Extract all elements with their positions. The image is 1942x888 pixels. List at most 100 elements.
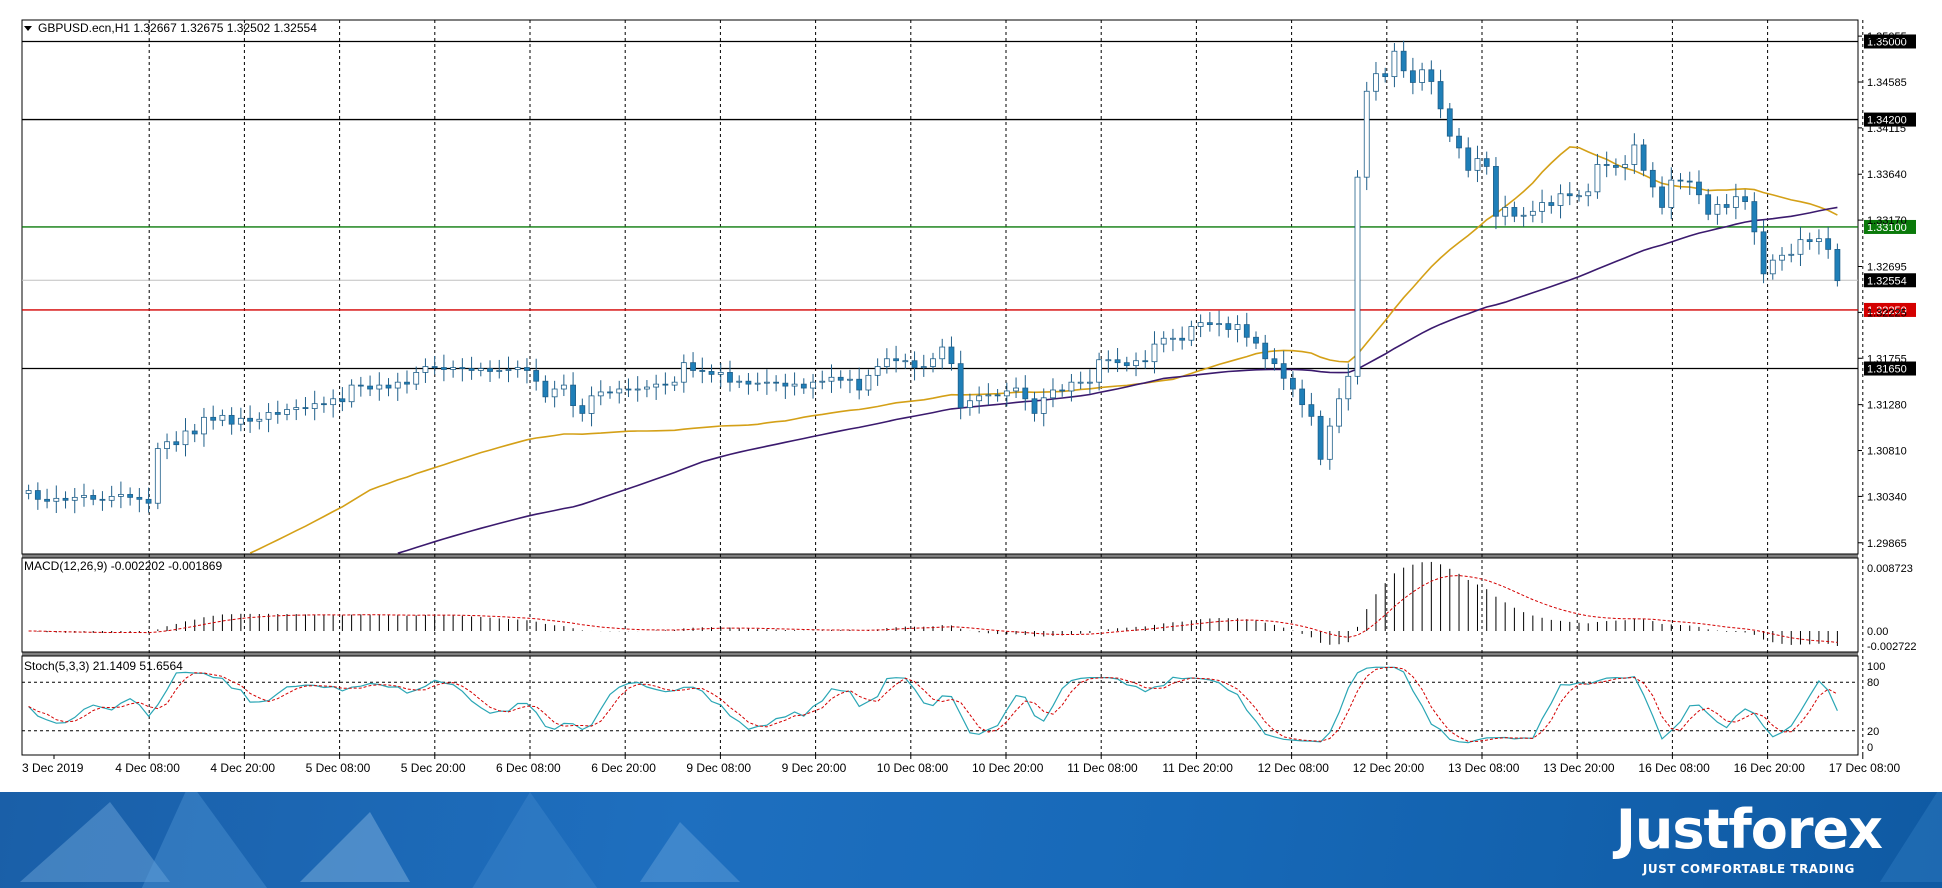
candle-body	[1742, 196, 1749, 202]
candle-body	[1825, 238, 1832, 250]
time-label: 10 Dec 20:00	[972, 761, 1044, 775]
candle-body	[800, 383, 807, 389]
candle-body	[939, 346, 946, 360]
candle-body	[487, 368, 493, 372]
candle-body	[1363, 90, 1370, 178]
pane-frame	[21, 557, 1859, 653]
candle-body	[404, 381, 410, 385]
candle-body	[763, 381, 770, 384]
candle-body	[1040, 397, 1047, 414]
candle-body	[847, 378, 853, 381]
macd-tick-label: 0.008723	[1867, 563, 1913, 575]
candle-body	[1760, 231, 1767, 275]
candle-body	[1262, 342, 1269, 360]
candle-body	[90, 495, 97, 500]
candle-body	[34, 490, 41, 500]
candle-body	[468, 368, 475, 371]
candle-body	[154, 448, 161, 504]
candle-body	[1308, 404, 1315, 417]
candle-body	[1677, 179, 1684, 182]
candle-body	[773, 381, 780, 384]
candle-body	[1428, 69, 1435, 82]
stoch-tick-label: 20	[1867, 726, 1879, 738]
candle-body	[1539, 202, 1545, 212]
candle-body	[459, 367, 466, 369]
candle-body	[1520, 214, 1527, 217]
candle-body	[1253, 336, 1259, 344]
candle-body	[717, 372, 724, 375]
candle-body	[976, 395, 983, 402]
candle-body	[1816, 238, 1822, 243]
price-tick-label: 1.32225	[1867, 307, 1907, 319]
candle-body	[1797, 239, 1804, 255]
price-tick-label: 1.30810	[1867, 446, 1907, 458]
candle-body	[957, 363, 964, 408]
candle-body	[1280, 363, 1287, 379]
candle-body	[560, 384, 567, 390]
candle-body	[367, 385, 373, 390]
candle-body	[357, 384, 364, 387]
time-label: 11 Dec 20:00	[1162, 761, 1233, 775]
time-label: 12 Dec 20:00	[1353, 761, 1425, 775]
candle-body	[1225, 323, 1232, 330]
price-tick-label: 1.34585	[1867, 77, 1907, 89]
time-label: 16 Dec 20:00	[1734, 761, 1806, 775]
candle-body	[1493, 166, 1499, 217]
candle-body	[1585, 191, 1592, 197]
candle-body	[1013, 387, 1019, 392]
candle-body	[1723, 204, 1730, 208]
candle-body	[237, 417, 244, 425]
candle-body	[210, 416, 217, 421]
candle-body	[1640, 144, 1647, 171]
candle-body	[699, 370, 706, 372]
candle-body	[1243, 324, 1250, 338]
candle-body	[1769, 259, 1776, 275]
menu-triangle-icon[interactable]	[24, 26, 32, 31]
candle-body	[1326, 425, 1333, 460]
candle-body	[782, 382, 789, 387]
pane-frame	[21, 19, 1859, 555]
candle-body	[1160, 337, 1167, 345]
candle-body	[228, 414, 235, 425]
candle-body	[1419, 69, 1426, 83]
candle-body	[477, 368, 484, 371]
candle-body	[1502, 207, 1509, 217]
macd-tick-label: 0.00	[1867, 626, 1888, 638]
candle-body	[1686, 180, 1693, 183]
candle-body	[1659, 186, 1665, 208]
candle-body	[930, 358, 936, 367]
candle-body	[1068, 381, 1075, 392]
candle-body	[413, 372, 420, 385]
candle-body	[1031, 398, 1038, 414]
level-label: 1.34200	[1867, 115, 1907, 127]
ma-slow-line	[397, 206, 1838, 554]
stoch-k-line	[28, 666, 1838, 744]
price-tick-label: 1.30340	[1867, 491, 1907, 503]
pane-frame	[21, 655, 1859, 756]
price-tick-label: 1.31280	[1867, 400, 1907, 412]
macd-label: MACD(12,26,9) -0.002202 -0.001869	[24, 559, 222, 573]
candle-body	[994, 394, 1001, 397]
candle-body	[1299, 388, 1306, 406]
candle-body	[1705, 194, 1712, 215]
candle-body	[625, 388, 632, 391]
candle-body	[376, 384, 383, 390]
candle-body	[1668, 179, 1675, 208]
candle-body	[607, 391, 613, 394]
current-price-label: 1.32554	[1867, 275, 1907, 287]
stoch-tick-label: 80	[1867, 677, 1879, 689]
candle-body	[920, 366, 927, 368]
candle-body	[99, 498, 106, 501]
candle-body	[127, 494, 134, 498]
candle-body	[616, 388, 623, 394]
candle-body	[1317, 415, 1324, 460]
candle-body	[902, 360, 909, 363]
candle-body	[1465, 147, 1472, 171]
time-label: 4 Dec 20:00	[210, 761, 275, 775]
level-label: 1.32250	[1867, 305, 1907, 317]
brand-logo[interactable]: Justforex JUST COMFORTABLE TRADING	[1616, 798, 1883, 876]
candle-body	[1456, 135, 1462, 149]
level-badge	[1864, 112, 1916, 127]
candle-body	[865, 374, 872, 391]
candle-body	[1059, 389, 1066, 392]
